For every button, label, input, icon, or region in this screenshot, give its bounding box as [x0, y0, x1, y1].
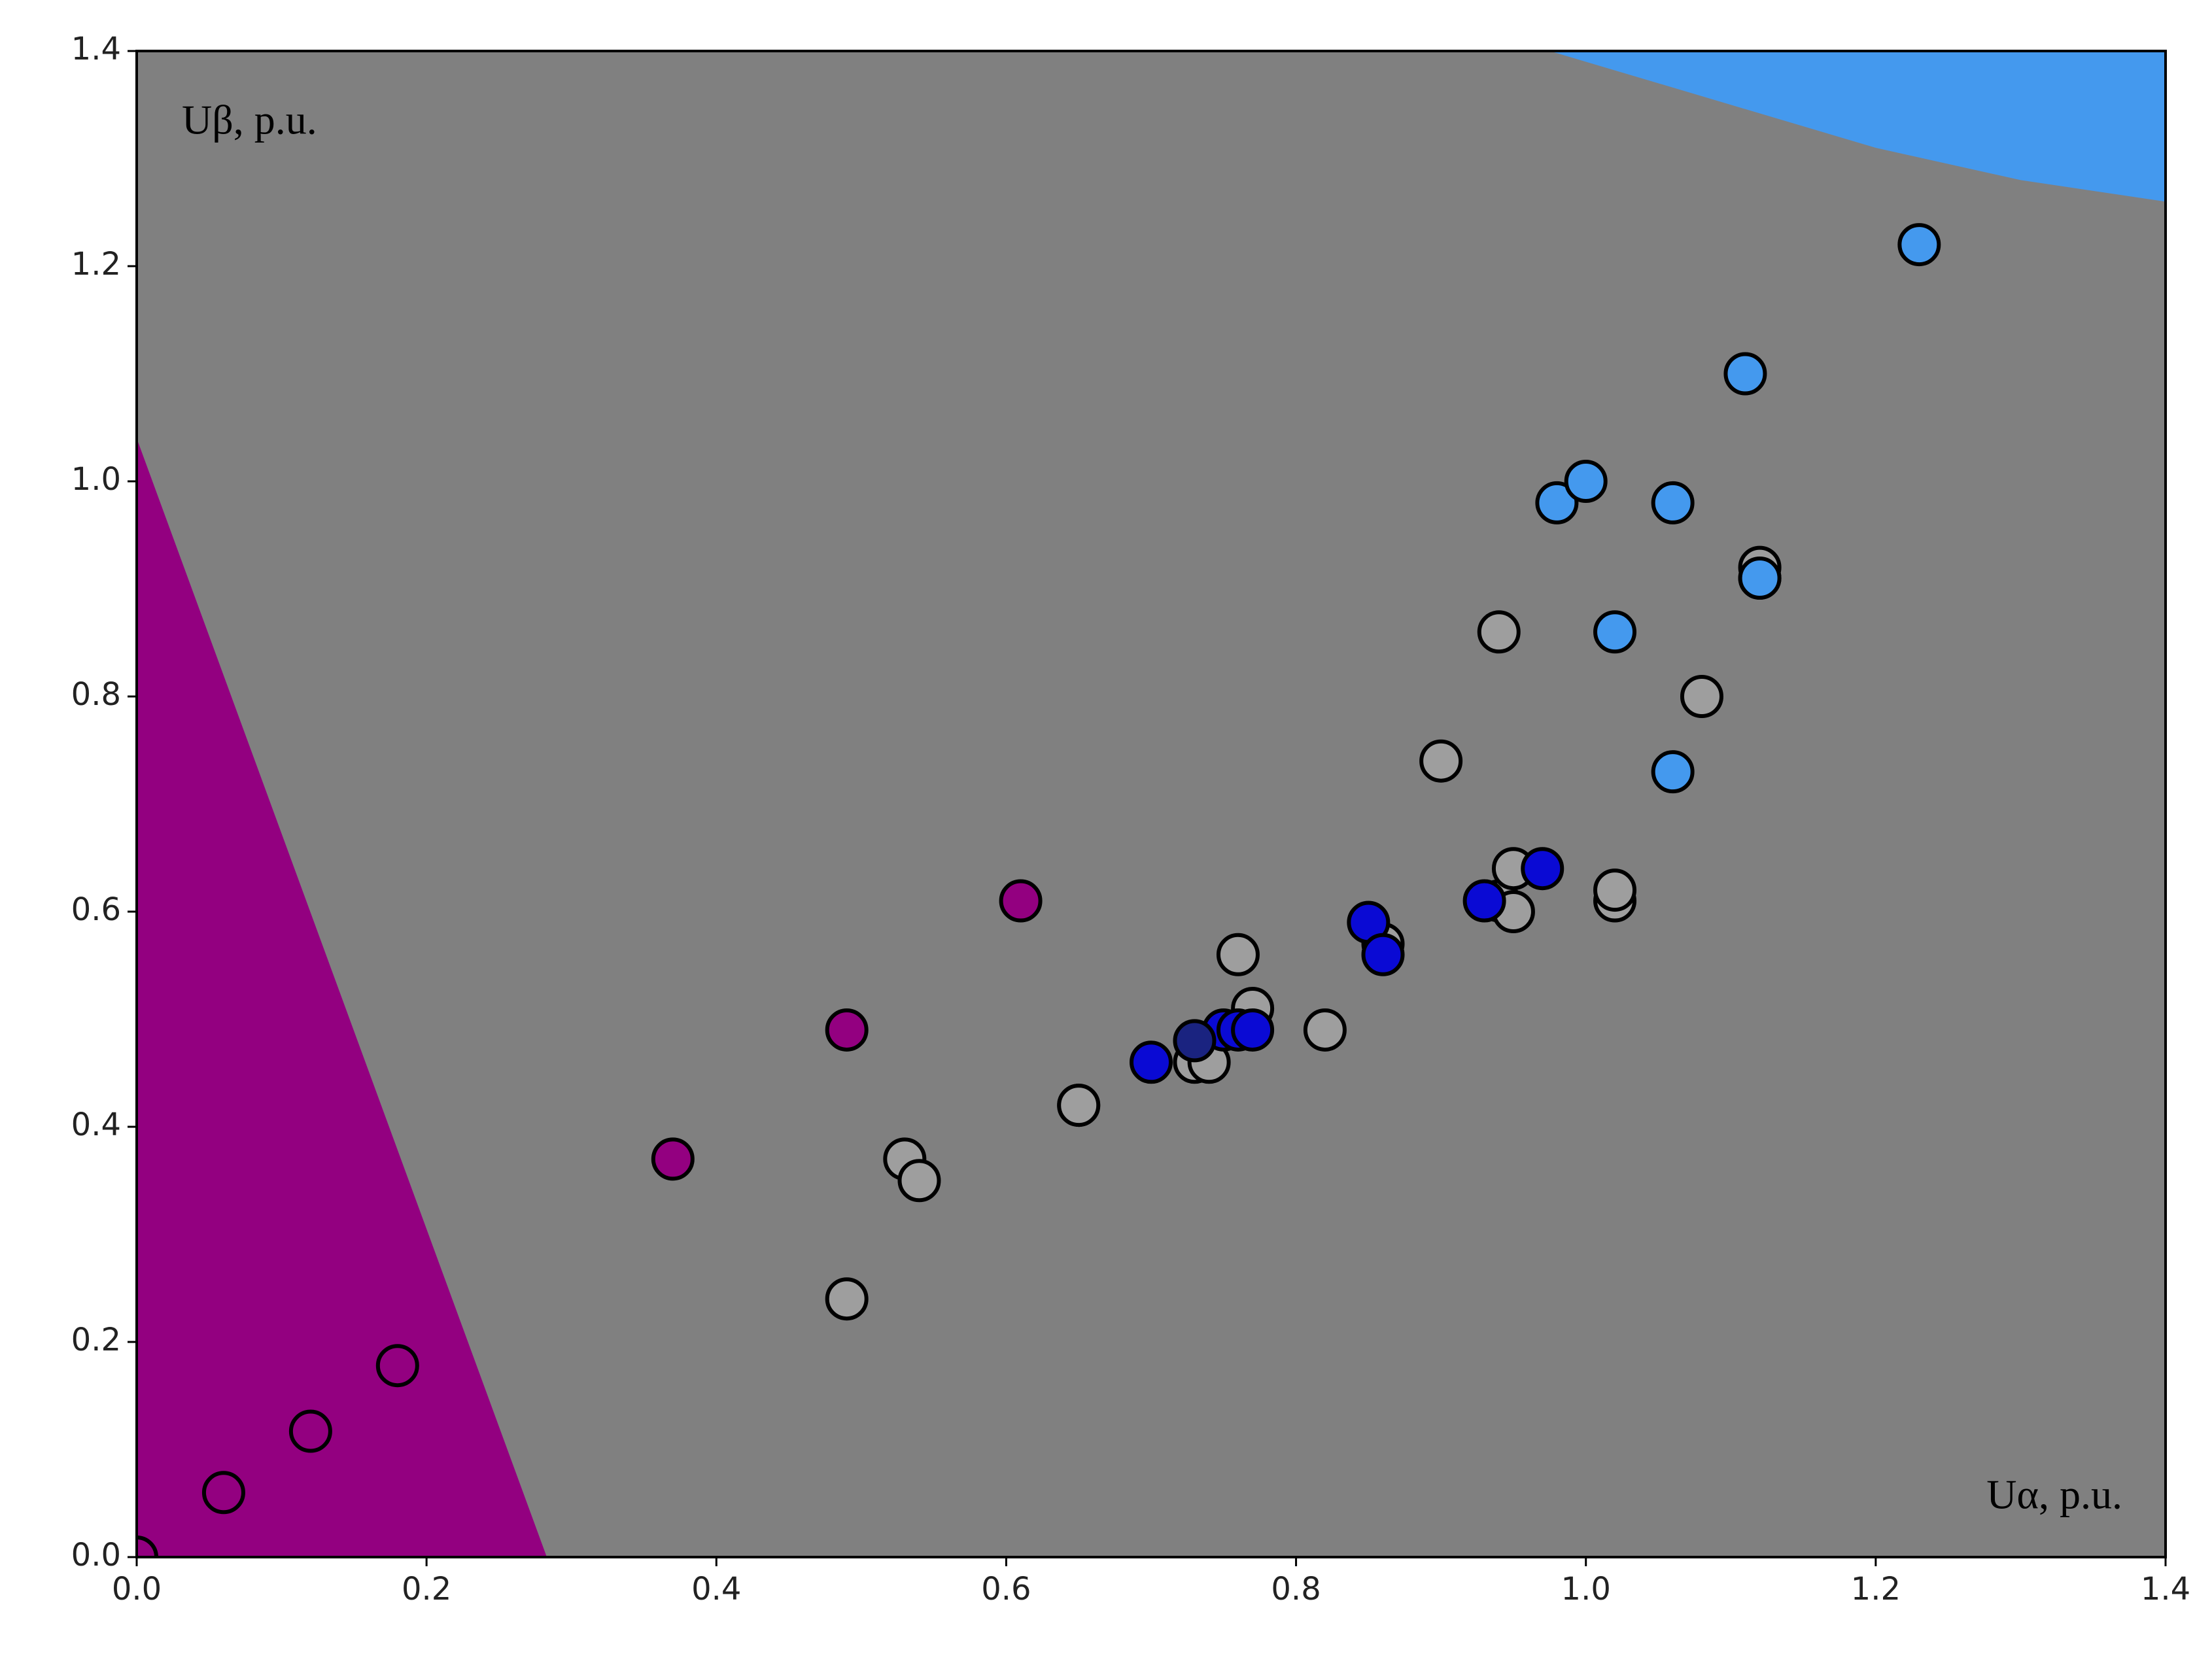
point — [1462, 879, 1506, 923]
plot-area — [137, 51, 2166, 1557]
point — [1651, 481, 1695, 524]
point — [1419, 739, 1463, 783]
decision-region — [1549, 51, 2166, 202]
point — [1680, 675, 1723, 718]
decision-region — [137, 438, 547, 1557]
point — [375, 1344, 419, 1388]
point — [1535, 481, 1579, 524]
point — [137, 1536, 158, 1557]
x-tick-label: 0.2 — [402, 1571, 451, 1607]
x-tick-label: 0.8 — [1271, 1571, 1321, 1607]
point — [651, 1137, 695, 1181]
x-tick-label: 1.2 — [1851, 1571, 1901, 1607]
y-tick-label: 1.2 — [71, 246, 121, 283]
point — [1564, 460, 1608, 503]
x-tick-label: 1.0 — [1561, 1571, 1611, 1607]
point — [1057, 1084, 1101, 1127]
plot-frame — [135, 50, 2167, 1558]
x-tick-label: 0.6 — [981, 1571, 1031, 1607]
point — [1897, 223, 1941, 267]
y-axis-label: Uβ, p.u. — [182, 97, 317, 143]
point — [1593, 868, 1637, 912]
point — [1231, 1008, 1275, 1052]
y-tick-label: 0.0 — [71, 1537, 121, 1573]
y-tick-label: 0.8 — [71, 676, 121, 713]
y-tick-label: 0.6 — [71, 891, 121, 928]
plot-background — [137, 51, 2166, 1557]
y-tick-label: 1.4 — [71, 31, 121, 67]
y-tick-label: 0.2 — [71, 1322, 121, 1358]
point — [288, 1409, 332, 1453]
x-tick-label: 0.0 — [112, 1571, 162, 1607]
point — [1738, 557, 1782, 600]
point — [1477, 610, 1521, 654]
y-tick-label: 1.0 — [71, 461, 121, 498]
point — [201, 1471, 245, 1515]
point — [1593, 610, 1637, 654]
x-tick-label: 0.4 — [691, 1571, 741, 1607]
x-tick-label: 1.4 — [2141, 1571, 2190, 1607]
point — [1130, 1040, 1173, 1084]
point — [825, 1277, 869, 1321]
x-axis-label: Uα, p.u. — [1986, 1471, 2122, 1518]
point — [897, 1159, 941, 1203]
point — [1216, 933, 1260, 976]
point — [1521, 847, 1564, 891]
point — [1651, 750, 1695, 794]
y-tick-label: 0.4 — [71, 1107, 121, 1143]
point — [1361, 933, 1405, 976]
point — [1173, 1019, 1217, 1063]
point — [825, 1008, 869, 1052]
point — [1723, 352, 1767, 396]
point — [1303, 1008, 1347, 1052]
point — [999, 879, 1043, 923]
